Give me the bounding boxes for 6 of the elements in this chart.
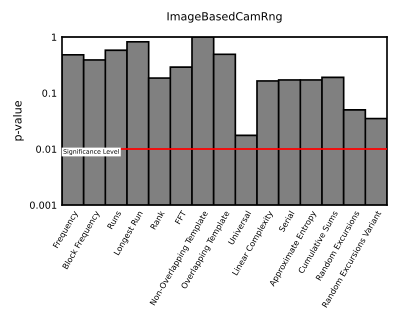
y-tick-label: 0.001 [30,201,56,209]
y-axis-title: p-value [12,101,24,141]
y-tick-label: 0.1 [42,89,56,97]
chart-title: ImageBasedCamRng [168,12,282,23]
y-tick-label: 1 [52,34,56,41]
y-tick-label: 0.01 [36,145,56,153]
